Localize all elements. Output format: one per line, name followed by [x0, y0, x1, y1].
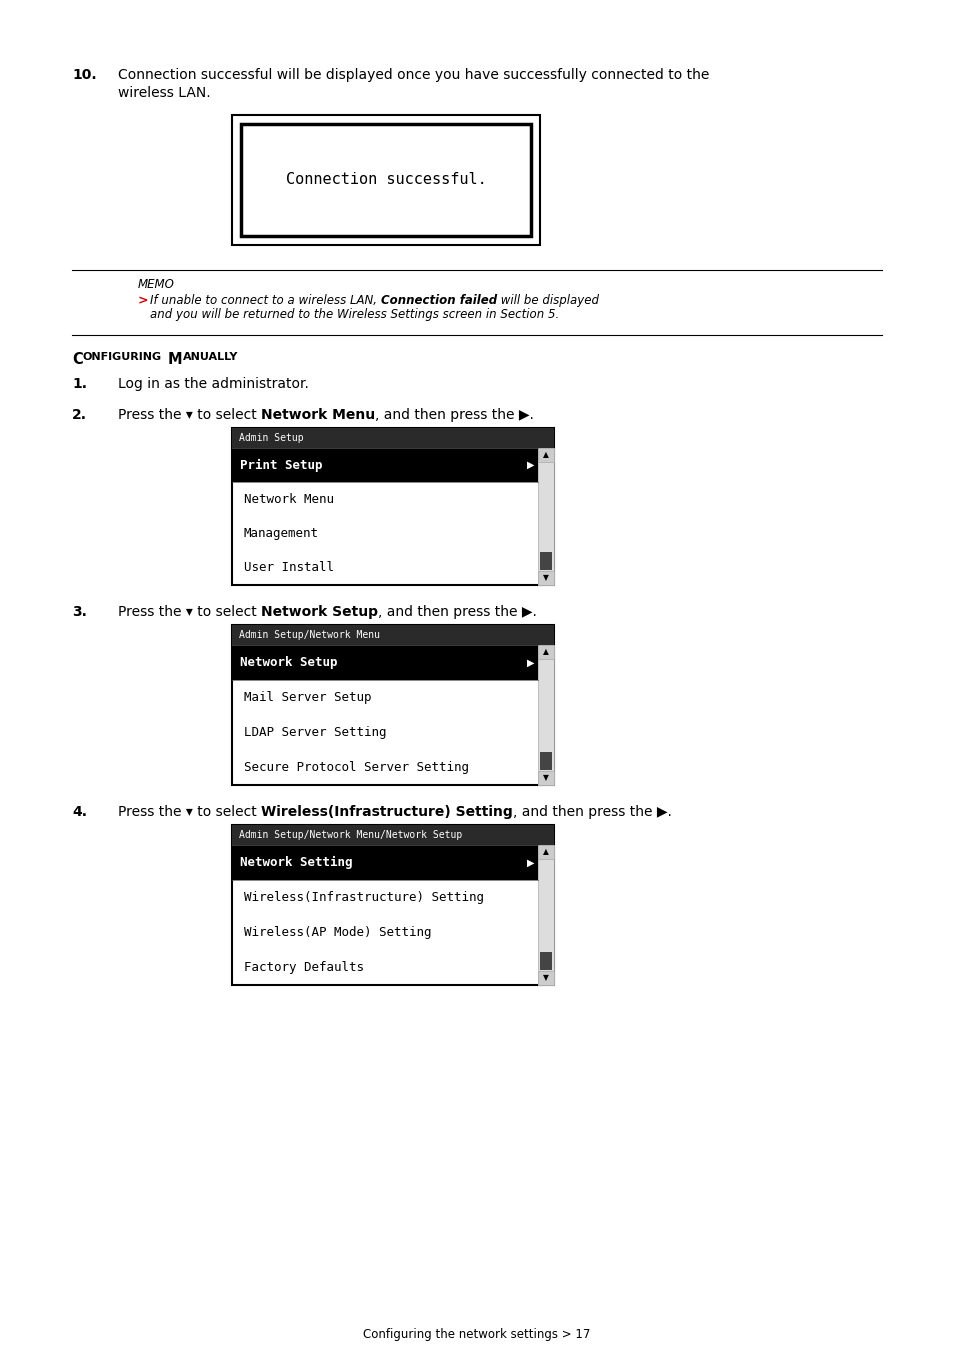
Text: M: M	[168, 352, 182, 367]
Text: ▶: ▶	[526, 857, 534, 868]
Text: ▲: ▲	[542, 848, 548, 856]
Bar	[537, 448, 554, 462]
Text: ANUALLY: ANUALLY	[182, 352, 237, 362]
Bar	[537, 971, 554, 986]
Text: LDAP Server Setting: LDAP Server Setting	[244, 726, 386, 738]
Text: Management: Management	[244, 526, 318, 540]
Bar	[537, 771, 554, 784]
Text: ONFIGURING: ONFIGURING	[83, 352, 162, 362]
Bar	[232, 845, 537, 880]
Text: If unable to connect to a wireless LAN,: If unable to connect to a wireless LAN,	[150, 294, 380, 306]
Text: Press the ▾ to select: Press the ▾ to select	[118, 408, 261, 423]
Text: Log in as the administrator.: Log in as the administrator.	[118, 377, 309, 392]
Text: Network Menu: Network Menu	[261, 408, 375, 423]
Bar	[539, 952, 552, 971]
Text: Admin Setup: Admin Setup	[239, 433, 303, 443]
Bar	[537, 448, 554, 585]
Bar	[232, 115, 539, 244]
Text: ▼: ▼	[542, 574, 548, 582]
Text: Admin Setup/Network Menu: Admin Setup/Network Menu	[239, 630, 379, 640]
Text: Configuring the network settings > 17: Configuring the network settings > 17	[363, 1328, 590, 1341]
Text: will be displayed: will be displayed	[497, 294, 598, 306]
Text: Mail Server Setup: Mail Server Setup	[244, 691, 371, 703]
Text: User Install: User Install	[244, 562, 334, 574]
Bar	[232, 825, 554, 986]
Text: ▼: ▼	[542, 973, 548, 983]
Text: 2.: 2.	[71, 408, 87, 423]
Text: Network Setup: Network Setup	[240, 656, 337, 670]
Text: Press the ▾ to select: Press the ▾ to select	[118, 605, 261, 620]
Text: 3.: 3.	[71, 605, 87, 620]
Text: Connection failed: Connection failed	[380, 294, 497, 306]
Bar	[537, 845, 554, 986]
Text: ▶: ▶	[526, 657, 534, 667]
Bar	[232, 428, 554, 448]
Text: ▶: ▶	[526, 460, 534, 470]
Text: Wireless(AP Mode) Setting: Wireless(AP Mode) Setting	[244, 926, 431, 940]
Text: Network Setup: Network Setup	[261, 605, 377, 620]
Bar	[537, 845, 554, 859]
Text: Connection successful will be displayed once you have successfully connected to : Connection successful will be displayed …	[118, 68, 709, 100]
Text: 4.: 4.	[71, 805, 87, 819]
Text: Wireless(Infrastructure) Setting: Wireless(Infrastructure) Setting	[261, 805, 513, 819]
Bar	[537, 645, 554, 784]
Bar	[241, 124, 531, 236]
Text: Secure Protocol Server Setting: Secure Protocol Server Setting	[244, 761, 469, 774]
Text: Admin Setup/Network Menu/Network Setup: Admin Setup/Network Menu/Network Setup	[239, 830, 462, 840]
Text: Print Setup: Print Setup	[240, 459, 322, 471]
Bar	[232, 448, 537, 482]
Bar	[539, 752, 552, 769]
Text: , and then press the ▶.: , and then press the ▶.	[513, 805, 671, 819]
Bar	[232, 825, 554, 845]
Bar	[232, 428, 554, 585]
Text: Wireless(Infrastructure) Setting: Wireless(Infrastructure) Setting	[244, 891, 483, 904]
Text: and you will be returned to the Wireless Settings screen in Section 5.: and you will be returned to the Wireless…	[150, 308, 558, 321]
Text: Network Menu: Network Menu	[244, 493, 334, 506]
Bar	[232, 645, 537, 680]
Text: 1.: 1.	[71, 377, 87, 392]
Text: Factory Defaults: Factory Defaults	[244, 961, 364, 973]
Text: C: C	[71, 352, 83, 367]
Text: MEMO: MEMO	[138, 278, 174, 292]
Bar	[537, 571, 554, 585]
Bar	[539, 552, 552, 570]
Text: ▲: ▲	[542, 451, 548, 459]
Text: Network Setting: Network Setting	[240, 856, 352, 869]
Text: , and then press the ▶.: , and then press the ▶.	[377, 605, 537, 620]
Text: Press the ▾ to select: Press the ▾ to select	[118, 805, 261, 819]
Bar	[537, 645, 554, 659]
Text: Connection successful.: Connection successful.	[285, 173, 486, 188]
Text: , and then press the ▶.: , and then press the ▶.	[375, 408, 534, 423]
Text: ▼: ▼	[542, 774, 548, 783]
Text: 10.: 10.	[71, 68, 96, 82]
Text: ▲: ▲	[542, 648, 548, 656]
Text: >: >	[138, 294, 149, 306]
Bar	[232, 625, 554, 645]
Bar	[232, 625, 554, 784]
